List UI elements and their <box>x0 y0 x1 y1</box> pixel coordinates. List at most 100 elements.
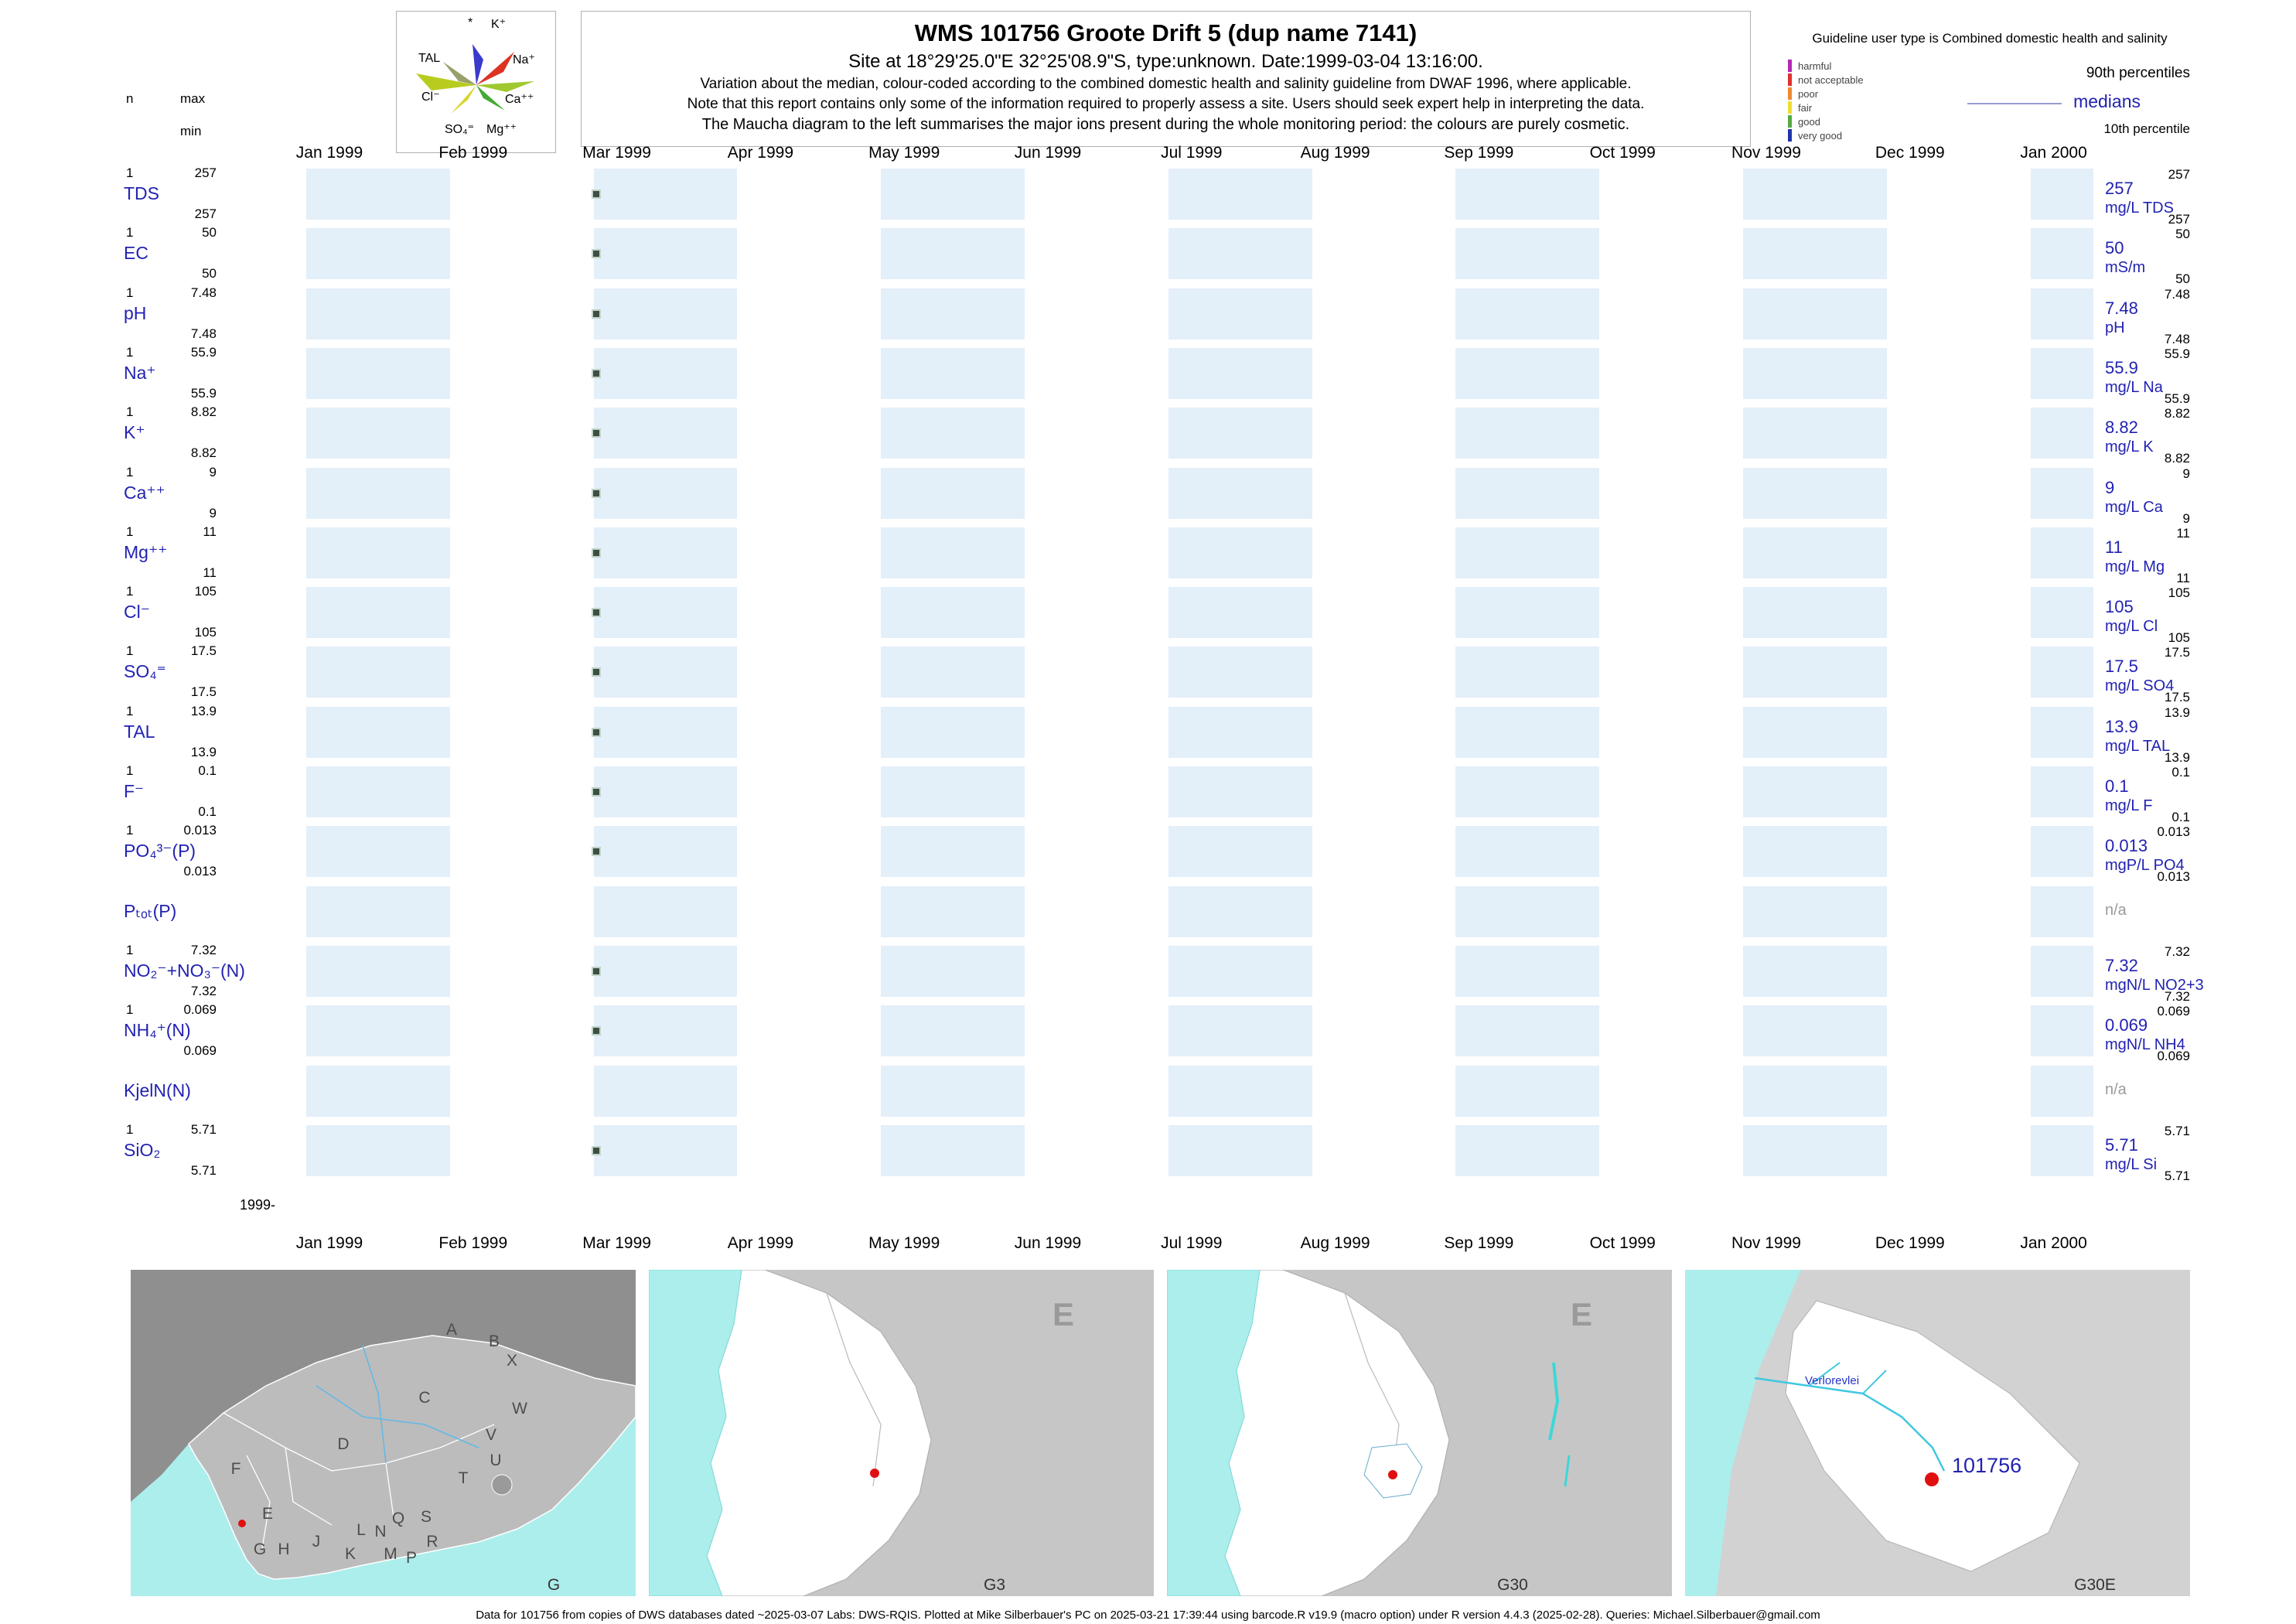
month-band <box>2030 1065 2093 1117</box>
p10-value: 7.48 <box>2164 331 2190 346</box>
month-band <box>1455 347 1600 399</box>
param-label: PO₄³⁻(P) <box>124 841 196 861</box>
footer-provenance: Data for 101756 from copies of DWS datab… <box>476 1609 1820 1622</box>
month-band <box>2030 347 2093 399</box>
sample-point <box>592 488 601 498</box>
month-band <box>2030 527 2093 578</box>
p10-value: 17.5 <box>2164 690 2190 705</box>
drainage-region-letter: T <box>459 1469 469 1487</box>
maucha-ion-label: Ca⁺⁺ <box>505 93 534 106</box>
month-label: Feb 1999 <box>438 1234 508 1252</box>
param-row-cl: Cl⁻ 1 105 105 105 105 105 mg/L Cl <box>0 584 2296 647</box>
month-band <box>593 885 738 937</box>
legend-swatch <box>1788 60 1792 72</box>
month-band <box>306 467 450 519</box>
month-band <box>306 826 450 878</box>
p90-value: 17.5 <box>2164 645 2190 660</box>
max-value: 257 <box>194 165 217 180</box>
sample-count: 1 <box>126 1121 134 1137</box>
month-band <box>2030 826 2093 878</box>
month-label: Jan 2000 <box>2020 1234 2087 1252</box>
month-band <box>1455 885 1600 937</box>
param-row-ca: Ca⁺⁺ 1 9 9 9 9 9 mg/L Ca <box>0 465 2296 527</box>
sample-count: 1 <box>126 584 134 599</box>
sample-point <box>592 249 601 259</box>
param-row-kjeln: KjelN(N) n/a <box>0 1065 2296 1125</box>
p10-value: 13.9 <box>2164 749 2190 765</box>
title-note-1: Variation about the median, colour-coded… <box>700 76 1632 92</box>
param-label: NO₂⁻+NO₃⁻(N) <box>124 960 245 981</box>
param-row-f: F⁻ 1 0.1 0.1 0.1 0.1 0.1 mg/L F <box>0 763 2296 826</box>
max-value: 13.9 <box>190 703 217 718</box>
month-band <box>881 228 1025 280</box>
month-band <box>306 1005 450 1057</box>
sample-point <box>592 847 601 857</box>
month-label: Jan 2000 <box>2020 144 2087 162</box>
sample-count: 1 <box>126 763 134 778</box>
sample-point <box>592 1145 601 1155</box>
month-axis-bottom: Jan 1999 Feb 1999 Mar 1999 Apr 1999 May 1999… <box>0 1234 2296 1254</box>
legend-class: not acceptable <box>1788 73 1864 87</box>
legend-class-label: not acceptable <box>1798 73 1864 86</box>
month-label: May 1999 <box>868 1234 940 1252</box>
sample-count: 1 <box>126 942 134 957</box>
p10-value: 0.069 <box>2157 1049 2190 1064</box>
month-band <box>306 347 450 399</box>
param-label: Cl⁻ <box>124 602 150 623</box>
min-value: 7.32 <box>190 983 217 998</box>
month-band <box>1455 706 1600 758</box>
month-band <box>1455 647 1600 698</box>
p90-value: 0.069 <box>2157 1004 2190 1019</box>
sample-point <box>592 966 601 976</box>
drainage-region-letter: H <box>278 1540 289 1558</box>
month-band <box>1743 169 1887 220</box>
month-band <box>2030 885 2093 937</box>
max-value: 55.9 <box>190 344 217 360</box>
month-band <box>881 169 1025 220</box>
month-label: Feb 1999 <box>438 144 508 162</box>
max-value: 0.069 <box>183 1002 217 1018</box>
key-min-label: min <box>180 124 202 138</box>
param-row-no23: NO₂⁻+NO₃⁻(N) 1 7.32 7.32 7.32 7.32 7.32 mgN/L N… <box>0 942 2296 1005</box>
drainage-region-letter: R <box>426 1533 438 1551</box>
unit-label: mg/L Cl <box>2105 618 2158 636</box>
drainage-region-letter: P <box>406 1549 417 1567</box>
month-label: Jun 1999 <box>1014 1234 1082 1252</box>
month-band <box>2030 706 2093 758</box>
max-value: 0.1 <box>198 763 217 778</box>
max-value: 7.32 <box>190 942 217 957</box>
month-label: Sep 1999 <box>1444 1234 1514 1252</box>
month-label: Apr 1999 <box>727 144 794 162</box>
month-band <box>1455 1005 1600 1057</box>
min-value: 7.48 <box>190 326 217 341</box>
param-row-po4: PO₄³⁻(P) 1 0.013 0.013 0.013 0.013 0.013 mgP/L … <box>0 823 2296 885</box>
median-value: 0.069 <box>2105 1015 2148 1035</box>
drainage-region-letter: G <box>254 1540 266 1558</box>
p10-value: 50 <box>2175 271 2190 287</box>
month-band <box>881 945 1025 997</box>
station-id-label: 101756 <box>1952 1454 2021 1477</box>
month-label: Aug 1999 <box>1300 144 1370 162</box>
median-value: 9 <box>2105 477 2115 497</box>
maucha-ion-label: TAL <box>418 52 441 65</box>
legend-swatch <box>1788 115 1792 128</box>
month-band <box>593 826 738 878</box>
month-label: May 1999 <box>868 144 940 162</box>
max-value: 0.013 <box>183 823 217 838</box>
month-band <box>593 1005 738 1057</box>
drainage-region-letter: J <box>312 1533 321 1551</box>
maucha-ion-label: Mg⁺⁺ <box>486 123 517 136</box>
year-axis-label: 1999- <box>240 1197 276 1213</box>
guideline-color-scale: harmful not acceptable poor fair good very go… <box>1788 59 1864 142</box>
month-band <box>306 945 450 997</box>
max-value: 7.48 <box>190 285 217 300</box>
p90-legend-label: 90th percentiles <box>2086 65 2190 81</box>
drainage-region-letter: A <box>446 1321 457 1339</box>
month-band <box>1743 945 1887 997</box>
median-value: 5.71 <box>2105 1134 2138 1155</box>
param-row-k: K⁺ 1 8.82 8.82 8.82 8.82 8.82 mg/L K <box>0 404 2296 467</box>
sample-count: 1 <box>126 404 134 420</box>
key-max-label: max <box>180 91 206 106</box>
month-band <box>1168 706 1312 758</box>
p90-value: 0.013 <box>2157 824 2190 840</box>
